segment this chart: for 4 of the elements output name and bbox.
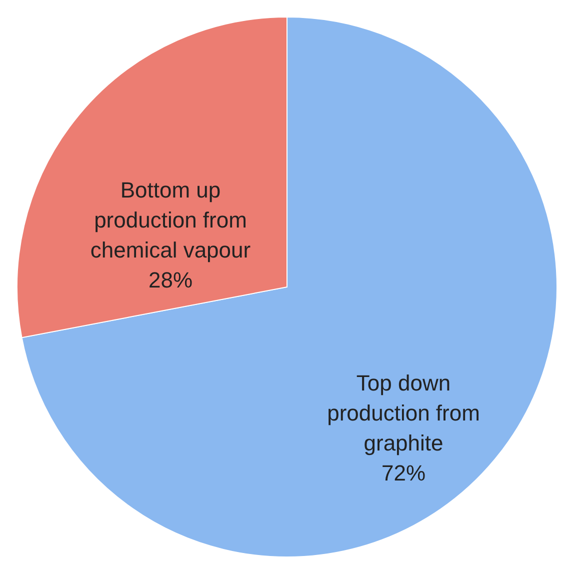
data-label: 72% bbox=[381, 460, 426, 486]
data-label: 28% bbox=[148, 268, 193, 293]
slice-label: Bottom up production from chemical vapour bbox=[90, 178, 251, 263]
slice-label: Top down production from graphite bbox=[327, 370, 480, 456]
